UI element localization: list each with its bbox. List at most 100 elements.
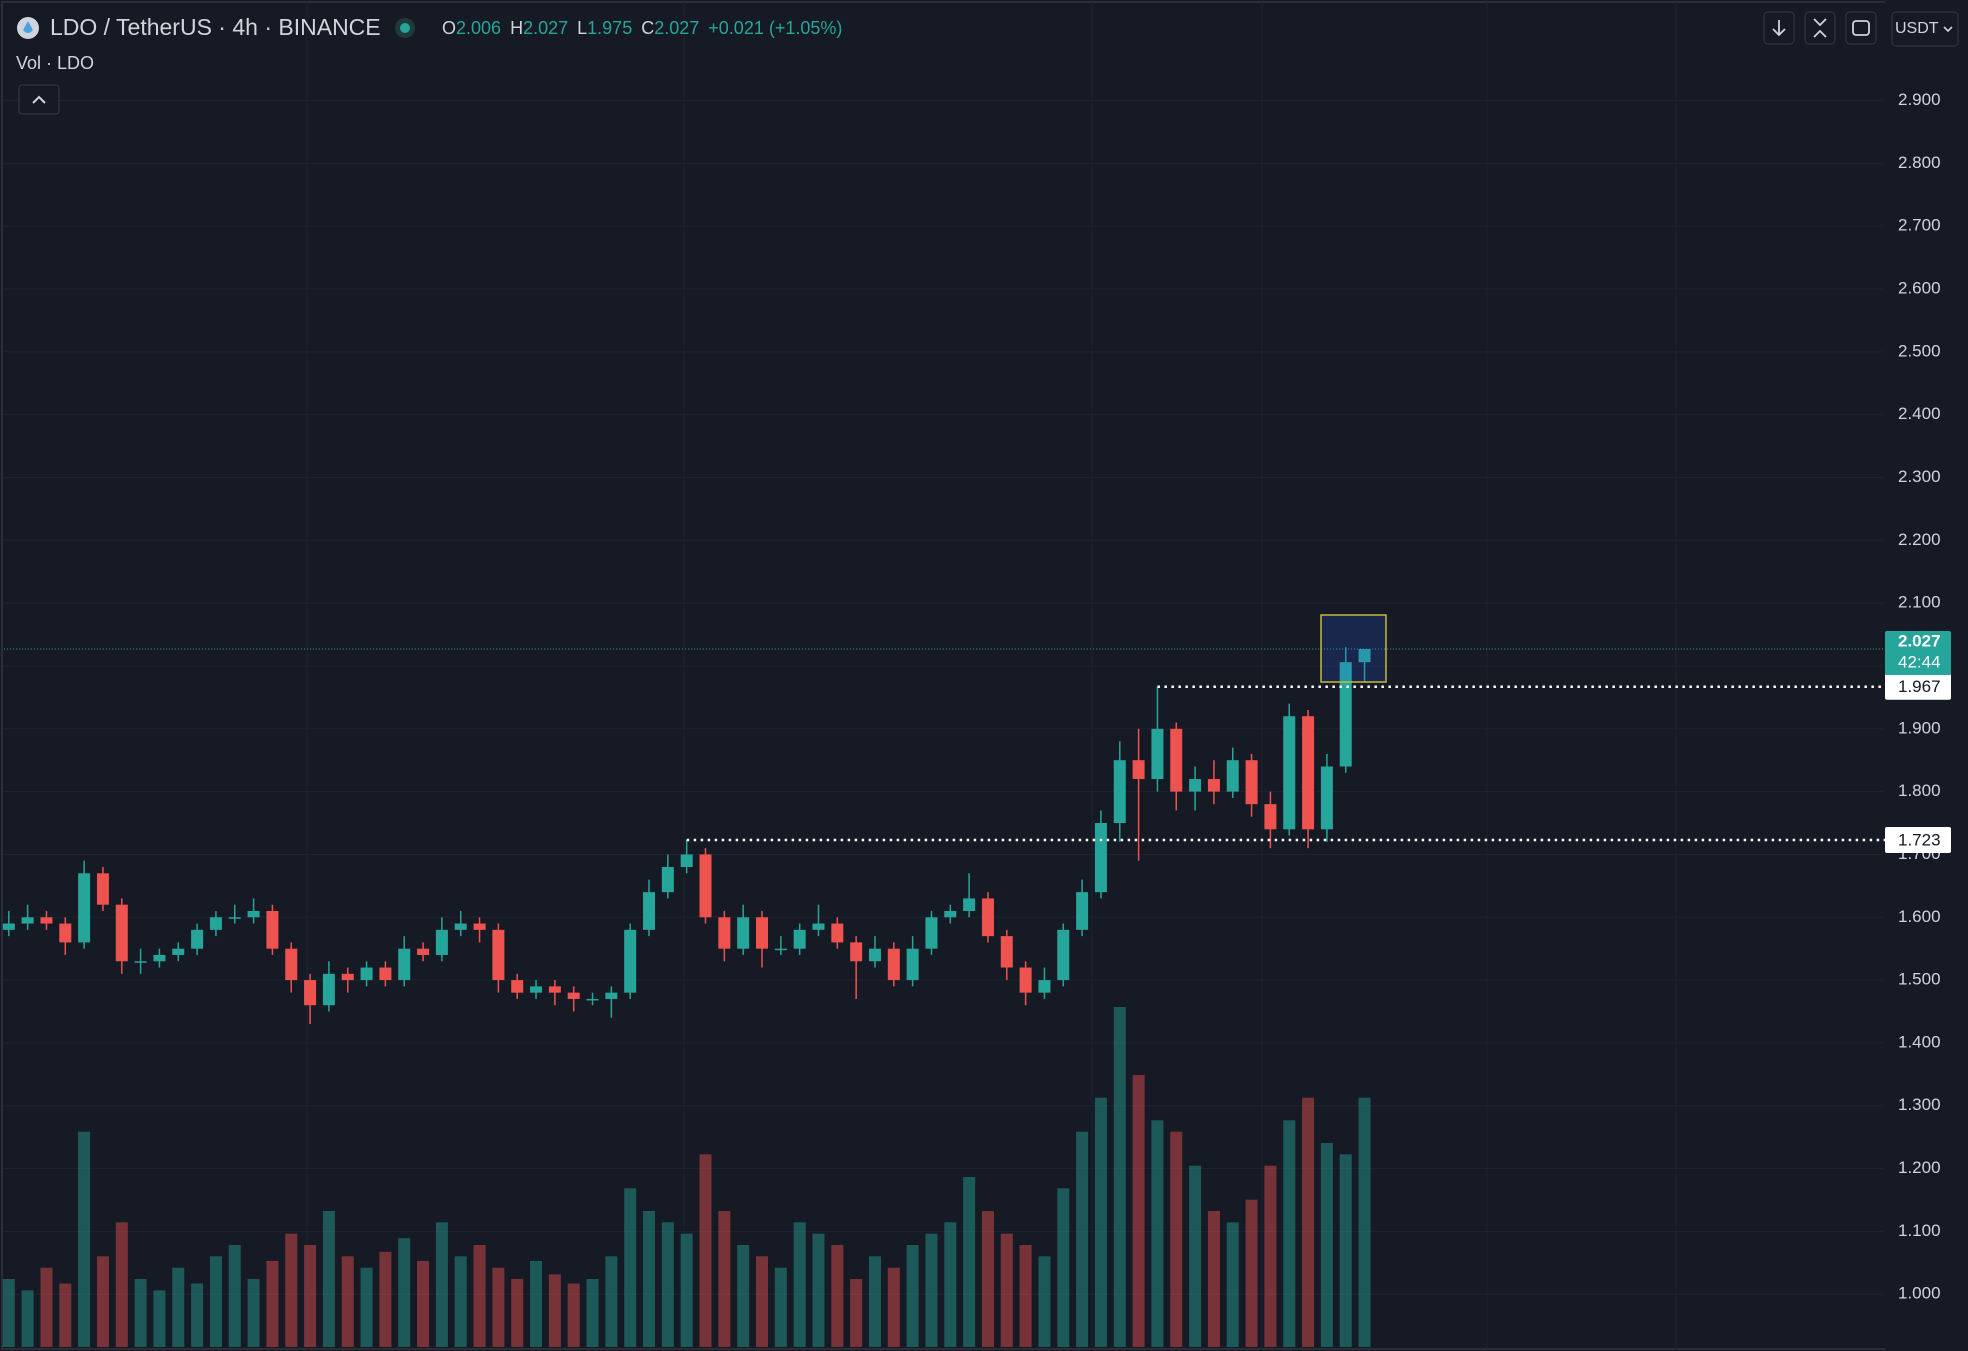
y-tick-label: 1.400: [1898, 1032, 1941, 1051]
candle-body: [850, 942, 863, 962]
candle-body: [172, 948, 185, 955]
candle-body: [511, 980, 524, 993]
volume-bars: [2, 1007, 1371, 1347]
level-label: 1.723: [1898, 830, 1941, 849]
price-axis: 1.0001.1001.2001.3001.4001.5001.6001.700…: [1885, 0, 1968, 1351]
volume-bar: [1113, 1007, 1126, 1347]
volume-bar: [850, 1279, 863, 1347]
candle-body: [1113, 760, 1126, 824]
volume-bar: [153, 1290, 166, 1347]
candle-body: [1245, 760, 1258, 805]
button-collapse[interactable]: [1804, 11, 1836, 45]
volume-bar: [1245, 1199, 1258, 1347]
collapse-button[interactable]: [18, 84, 60, 115]
y-tick-label: 2.400: [1898, 404, 1941, 423]
level-tag: [1885, 826, 1951, 853]
y-tick-label: 1.000: [1898, 1284, 1941, 1303]
volume-bar: [868, 1256, 881, 1347]
volume-bar: [228, 1245, 241, 1347]
volume-bar: [398, 1238, 411, 1347]
candle-body: [793, 929, 806, 949]
volume-bar: [304, 1245, 317, 1347]
candle-body: [59, 923, 72, 943]
status-dot: [400, 23, 410, 33]
candle-body: [1302, 716, 1315, 830]
overlays: [4, 648, 1885, 842]
candle-body: [1151, 728, 1164, 780]
candle-body: [228, 917, 241, 919]
icon-arrow-down: [1772, 20, 1786, 37]
candle-body: [906, 948, 919, 981]
button-reset[interactable]: [1845, 11, 1877, 45]
y-tick-label: 2.300: [1898, 467, 1941, 486]
ohlc-value: 1.975: [587, 18, 632, 38]
candle-body: [191, 929, 204, 949]
volume-label: Vol · LDO: [16, 53, 94, 73]
candle-body: [435, 929, 448, 955]
currency: USDT: [1895, 20, 1939, 37]
volume-bar: [191, 1283, 204, 1347]
volume-bar: [379, 1251, 392, 1347]
volume-bar: [963, 1177, 976, 1347]
candle-body: [473, 923, 486, 930]
icon-caret: [1943, 26, 1953, 33]
change: +0.021 (+1.05%): [708, 18, 842, 38]
volume-bar: [680, 1233, 693, 1347]
candle-body: [1170, 728, 1183, 792]
candle-body: [285, 948, 298, 981]
ohlc-label: C: [641, 18, 654, 38]
y-tick-label: 2.900: [1898, 90, 1941, 109]
candle-body: [624, 929, 637, 993]
currency-button[interactable]: [1891, 11, 1959, 47]
volume-bar: [643, 1211, 656, 1347]
icon-collapse: [1813, 18, 1827, 38]
y-tick-label: 1.800: [1898, 781, 1941, 800]
y-tick-label: 2.800: [1898, 153, 1941, 172]
volume-bar: [1170, 1131, 1183, 1347]
candle-body: [1038, 980, 1051, 993]
candle-body: [1207, 779, 1220, 792]
volume-bar: [1057, 1188, 1070, 1347]
volume-bar: [661, 1222, 674, 1347]
logo-drop: [23, 21, 33, 33]
y-tick-label: 1.200: [1898, 1158, 1941, 1177]
candle-body: [78, 873, 91, 943]
candle-body: [944, 910, 957, 918]
volume-bar: [209, 1256, 222, 1347]
candle-body: [360, 967, 373, 981]
candle-body: [567, 992, 580, 999]
highlight-box: [1320, 614, 1387, 683]
candle-body: [737, 917, 750, 949]
level-tag: [1885, 673, 1951, 700]
candle-body: [1132, 760, 1145, 780]
volume-bar: [887, 1267, 900, 1347]
candle-body: [1226, 760, 1239, 792]
candle-body: [1264, 804, 1277, 830]
volume-bar: [1264, 1165, 1277, 1347]
candle-body: [341, 973, 354, 981]
candle-body: [96, 873, 109, 905]
candle-body: [661, 867, 674, 893]
y-tick-label: 2.200: [1898, 530, 1941, 549]
volume-bar: [492, 1267, 505, 1347]
ohlc-label: H: [510, 18, 523, 38]
candle-body: [548, 986, 561, 993]
volume-bar: [341, 1256, 354, 1347]
volume-bar: [944, 1222, 957, 1347]
volume-bar: [774, 1267, 787, 1347]
y-tick-label: 1.500: [1898, 970, 1941, 989]
candle-body: [868, 948, 881, 962]
icon-reset: [1852, 20, 1870, 36]
level-label: 1.967: [1898, 677, 1941, 696]
ohlc-value: 2.027: [654, 18, 699, 38]
candle-body: [981, 898, 994, 937]
volume-bar: [756, 1256, 768, 1347]
volume-bar: [981, 1211, 994, 1347]
symbol-title[interactable]: LDO / TetherUS · 4h · BINANCE: [50, 14, 381, 40]
candle-body: [1000, 936, 1013, 968]
volume-bar: [115, 1222, 128, 1347]
candle-body: [718, 917, 731, 949]
